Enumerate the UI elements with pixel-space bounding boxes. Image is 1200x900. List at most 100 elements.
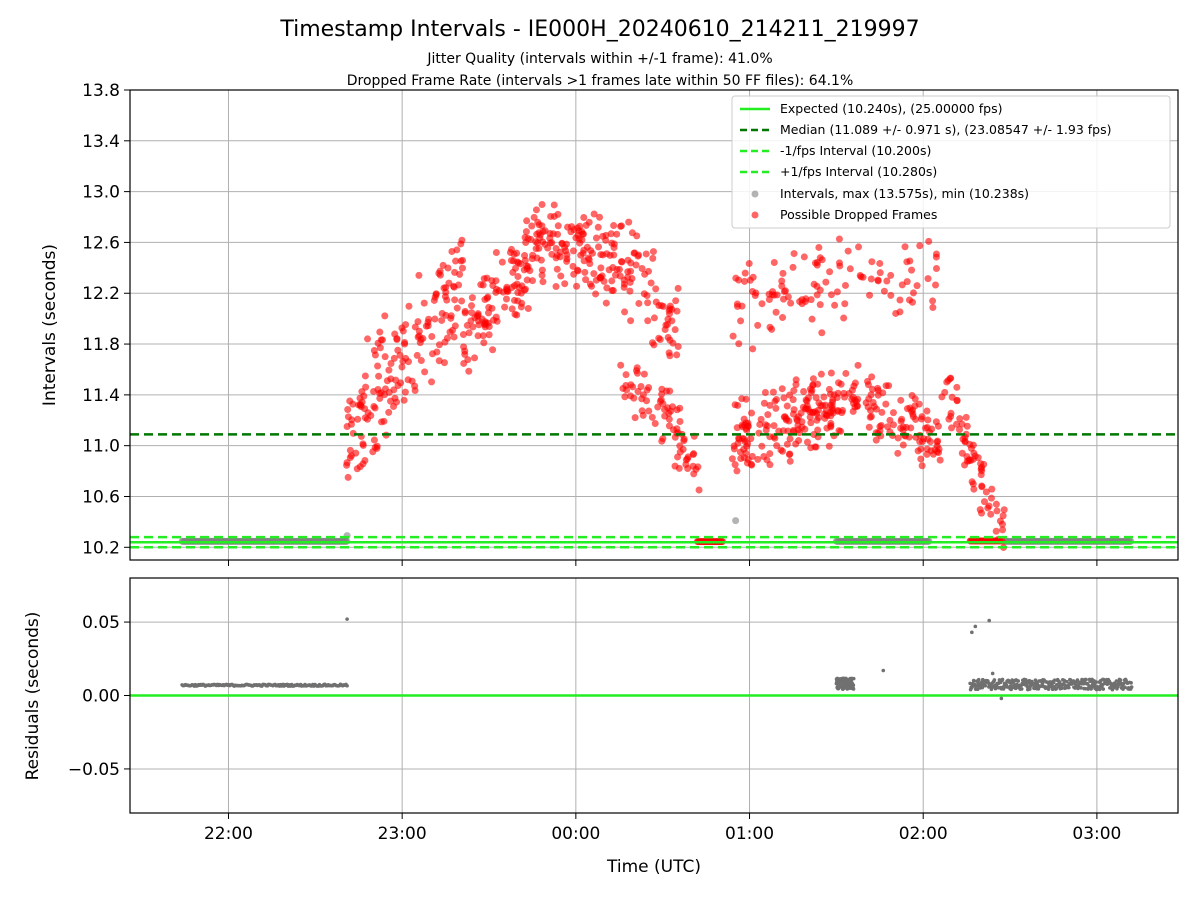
- dropped-frame-point: [695, 486, 703, 494]
- dropped-frame-point: [664, 315, 672, 323]
- dropped-frame-point: [741, 269, 749, 277]
- dropped-frame-point: [451, 296, 459, 304]
- dropped-frame-point: [808, 315, 816, 323]
- dropped-frame-point: [374, 339, 382, 347]
- dropped-frame-point: [867, 275, 875, 283]
- dropped-frame-point: [461, 350, 469, 358]
- residual-point: [1089, 687, 1093, 691]
- dropped-frame-point: [666, 352, 674, 360]
- dropped-frame-point: [730, 442, 738, 450]
- dropped-frame-point: [822, 411, 830, 419]
- dropped-frame-point: [603, 250, 611, 258]
- dropped-frame-point: [400, 396, 408, 404]
- dropped-frame-point: [442, 311, 450, 319]
- dropped-frame-point: [532, 206, 540, 214]
- dropped-frame-point: [671, 326, 679, 334]
- dropped-frame-point: [866, 291, 874, 299]
- dropped-frame-point: [637, 382, 645, 390]
- dropped-frame-point: [897, 396, 905, 404]
- dropped-frame-point: [608, 277, 616, 285]
- dropped-frame-point: [826, 268, 834, 276]
- dropped-frame-point: [652, 285, 660, 293]
- dropped-frame-point: [499, 288, 507, 296]
- dropped-frame-point: [953, 420, 961, 428]
- dropped-frame-point: [411, 323, 419, 331]
- dropped-frame-point: [433, 348, 441, 356]
- dropped-frame-point: [792, 376, 800, 384]
- dropped-frame-point: [520, 286, 528, 294]
- dropped-frame-point: [741, 277, 749, 285]
- dropped-frame-point: [987, 494, 995, 502]
- dropped-frame-point: [918, 413, 926, 421]
- dropped-frame-point: [684, 465, 692, 473]
- dropped-frame-point: [872, 405, 880, 413]
- residual-point: [1052, 678, 1057, 682]
- dropped-frame-point: [461, 307, 469, 315]
- dropped-frame-point: [978, 467, 986, 475]
- dropped-frame-point: [582, 276, 590, 284]
- dropped-frame-point: [741, 437, 749, 445]
- dropped-frame-point: [452, 257, 460, 265]
- dropped-frame-point: [485, 331, 493, 339]
- dropped-frame-point: [467, 317, 475, 325]
- y-tick-label: 10.2: [82, 538, 120, 558]
- dropped-frame-point: [764, 411, 772, 419]
- dropped-frame-point: [808, 408, 816, 416]
- dropped-frame-point: [390, 354, 398, 362]
- dropped-frame-point: [460, 343, 468, 351]
- dropped-frame-point: [800, 387, 808, 395]
- dropped-frame-point: [417, 357, 425, 365]
- dropped-frame-point: [883, 277, 891, 285]
- dropped-frame-point: [457, 257, 465, 265]
- dropped-frame-point: [506, 248, 514, 256]
- dropped-frame-point: [748, 409, 756, 417]
- dropped-frame-point: [617, 361, 625, 369]
- residuals-panel: −0.05 0.00 0.05 Residuals (seconds): [23, 577, 1179, 814]
- dropped-frame-point: [737, 317, 745, 325]
- dropped-frame-point: [597, 264, 605, 272]
- intervals-y-ticks: 10.2 10.6 11.0 11.4 11.8 12.2 12.6 13.0 13.4 13.8: [82, 81, 130, 558]
- dropped-frame-point: [595, 243, 603, 251]
- dropped-frame-point: [529, 251, 537, 259]
- residual-point: [1059, 686, 1064, 691]
- dropped-frame-point: [754, 455, 762, 463]
- dropped-frame-point: [421, 368, 429, 376]
- dropped-frame-point: [898, 415, 906, 423]
- dropped-frame-point: [457, 240, 465, 248]
- dropped-frame-point: [772, 308, 780, 316]
- dropped-frame-point: [514, 289, 522, 297]
- chart-subtitle-line-2: Dropped Frame Rate (intervals >1 frames …: [347, 73, 854, 89]
- dropped-frame-point: [594, 223, 602, 231]
- dropped-frame-point: [977, 460, 985, 468]
- dropped-frame-point: [404, 376, 412, 384]
- dropped-frame-point: [547, 212, 555, 220]
- dropped-frame-point: [647, 279, 655, 287]
- dropped-frame-point: [538, 222, 546, 230]
- dropped-frame-point: [381, 385, 389, 393]
- residual-point: [992, 678, 997, 682]
- dropped-frame-point: [673, 351, 681, 359]
- residual-point: [881, 668, 886, 673]
- dropped-frame-point: [932, 250, 940, 258]
- dropped-frame-point: [809, 375, 817, 383]
- dropped-frame-point: [876, 269, 884, 277]
- dropped-frame-point: [524, 235, 532, 243]
- dropped-frame-point: [573, 282, 581, 290]
- dropped-frame-point: [809, 381, 817, 389]
- dropped-frame-point: [775, 427, 783, 435]
- dropped-frame-point: [771, 397, 779, 405]
- dropped-frame-point: [676, 417, 684, 425]
- dropped-frame-point: [349, 400, 357, 408]
- dropped-frame-point: [528, 277, 536, 285]
- dropped-frame-point: [947, 374, 955, 382]
- dropped-frame-point: [822, 278, 830, 286]
- dropped-frame-point: [982, 488, 990, 496]
- dropped-frame-point: [869, 398, 877, 406]
- dropped-frame-point: [732, 274, 740, 282]
- x-tick-label: 03:00: [1072, 824, 1121, 844]
- dropped-frame-point: [781, 287, 789, 295]
- dropped-frame-point: [576, 239, 584, 247]
- dropped-frame-point: [867, 391, 875, 399]
- dropped-frame-point: [747, 460, 755, 468]
- dropped-frame-point: [620, 283, 628, 291]
